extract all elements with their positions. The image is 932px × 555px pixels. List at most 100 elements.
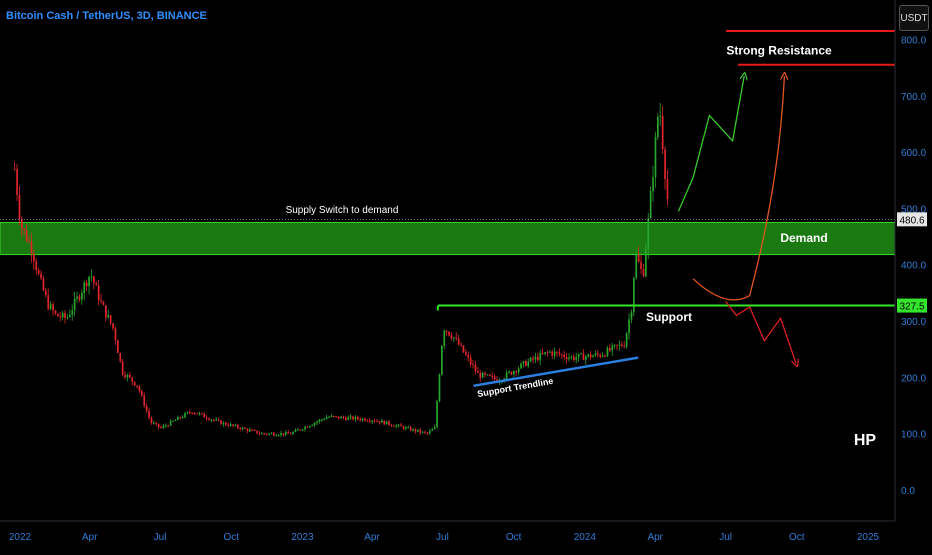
candle	[635, 249, 638, 280]
candle-body	[556, 351, 558, 353]
candle	[76, 291, 78, 303]
candle-body	[565, 357, 568, 360]
candle	[345, 415, 347, 422]
candle-body	[239, 427, 242, 430]
candle-body	[261, 433, 263, 435]
candle-body	[520, 363, 522, 369]
candle	[229, 422, 232, 427]
candle	[359, 416, 362, 422]
candle	[102, 300, 105, 306]
y-tick-label: 700.0	[901, 92, 926, 103]
candle-body	[227, 424, 230, 426]
y-tick-label: 500.0	[901, 204, 926, 215]
candle	[395, 423, 398, 429]
candle-body	[100, 300, 102, 302]
candle	[652, 165, 654, 202]
candle	[61, 310, 64, 321]
candle-body	[150, 417, 153, 424]
candle	[402, 425, 405, 431]
candle	[570, 355, 573, 360]
candle	[304, 425, 306, 432]
candle	[88, 275, 90, 295]
candle-body	[611, 345, 614, 351]
price-axis-bg	[895, 0, 932, 550]
candle	[275, 433, 278, 437]
candle	[462, 344, 465, 353]
candle-body	[97, 285, 100, 301]
candle	[47, 288, 50, 311]
candle	[381, 418, 383, 423]
candle-body	[652, 177, 654, 192]
currency-button[interactable]: USDT	[899, 5, 929, 31]
candle	[297, 427, 299, 431]
candle	[28, 236, 30, 244]
candle-body	[321, 419, 323, 421]
candle-body	[388, 421, 390, 425]
x-tick-label: Apr	[364, 532, 380, 543]
candle-body	[263, 433, 266, 435]
candle-body	[604, 355, 606, 357]
candle-body	[640, 261, 642, 270]
candle-body	[289, 433, 292, 435]
candle-body	[205, 417, 208, 419]
candle	[292, 431, 294, 435]
candle-body	[366, 420, 369, 422]
candle	[133, 381, 136, 387]
candle	[575, 352, 578, 364]
candle	[568, 353, 570, 362]
candle	[138, 384, 141, 394]
candle-body	[373, 420, 376, 422]
candle	[561, 353, 563, 359]
candle	[378, 421, 381, 425]
candle-body	[323, 419, 326, 421]
candle-body	[225, 422, 227, 425]
candle-body	[549, 351, 551, 353]
candle-body	[210, 419, 213, 421]
candle	[174, 419, 177, 422]
candle	[57, 313, 59, 317]
candle-body	[136, 385, 138, 387]
candle	[431, 427, 434, 431]
candle	[340, 415, 342, 419]
candle-body	[371, 420, 374, 422]
candle	[237, 423, 239, 430]
candle-body	[196, 413, 198, 415]
candle-body	[575, 357, 578, 360]
candle-body	[90, 276, 93, 278]
x-tick-label: 2025	[857, 532, 880, 543]
candle	[246, 428, 249, 434]
candle-body	[424, 431, 426, 433]
candle-body	[553, 351, 556, 356]
candle-body	[141, 391, 143, 396]
candle-body	[59, 316, 62, 318]
candle-body	[13, 168, 16, 170]
candle	[551, 350, 554, 359]
candle-body	[177, 417, 179, 421]
candle	[419, 427, 422, 435]
candle	[517, 366, 520, 376]
candle-body	[69, 314, 71, 317]
candle-body	[258, 433, 261, 435]
candle	[553, 347, 556, 360]
candle	[529, 356, 532, 363]
candle	[203, 412, 206, 418]
candle	[208, 417, 210, 421]
candle-body	[369, 420, 371, 422]
candle	[354, 415, 357, 422]
candle-body	[112, 323, 114, 329]
candle-body	[153, 423, 155, 425]
candle-body	[647, 218, 650, 250]
candle-body	[105, 305, 107, 318]
candle-body	[28, 241, 30, 243]
candle-body	[330, 415, 333, 417]
candle	[661, 105, 664, 154]
candle	[520, 362, 522, 370]
candle-body	[275, 435, 278, 437]
candle-body	[117, 340, 119, 353]
candle	[52, 301, 54, 316]
candle-body	[393, 425, 395, 427]
candle	[544, 351, 546, 356]
candle-body	[73, 298, 76, 311]
